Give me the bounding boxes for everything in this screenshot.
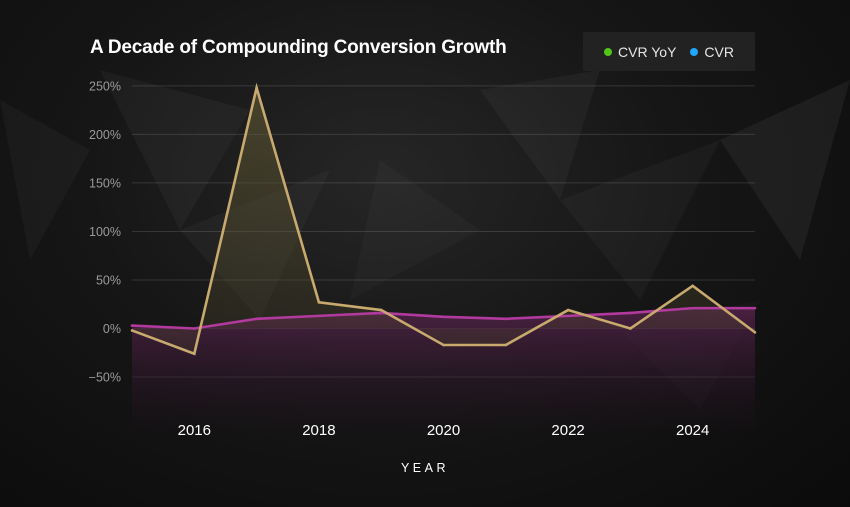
y-tick-label: 50% [96, 273, 121, 287]
legend-label: CVR [704, 43, 734, 60]
legend-item-cvr-yoy: CVR YoY [604, 44, 676, 60]
series-lines [130, 82, 757, 356]
y-tick-label: 100% [89, 225, 121, 239]
legend: CVR YoY CVR [583, 32, 755, 71]
y-tick-label: 0% [103, 322, 121, 336]
x-tick-label: 2022 [551, 422, 584, 439]
cvr-point [130, 324, 134, 327]
cvr-yoy-point [317, 300, 321, 304]
cvr-yoy-point [130, 329, 134, 332]
x-tick-label: 2020 [427, 422, 460, 439]
y-tick-label: 250% [89, 79, 121, 93]
x-axis-ticks: 2016 2018 2020 2022 2024 [178, 422, 710, 439]
cvr-yoy-point [753, 331, 757, 334]
cvr-yoy-point [255, 86, 258, 90]
area-fills [132, 87, 755, 431]
cvr-point [566, 314, 570, 318]
x-axis-label: YEAR [400, 461, 450, 475]
cvr-yoy-point [629, 327, 632, 330]
cvr-point [691, 306, 694, 310]
x-tick-label: 2016 [178, 422, 211, 439]
legend-dot-icon [604, 47, 613, 56]
y-tick-label: 150% [89, 176, 121, 190]
cvr-point [629, 311, 632, 315]
cvr-point [317, 314, 321, 318]
cvr-point [379, 311, 383, 315]
legend-label: CVR YoY [618, 43, 677, 60]
x-tick-label: 2024 [676, 422, 709, 439]
cvr-yoy-point [193, 352, 196, 356]
cvr-yoy-point [379, 308, 383, 312]
cvr-point [442, 315, 445, 319]
cvr-yoy-area [132, 87, 755, 354]
legend-dot-icon [690, 47, 699, 56]
cvr-yoy-point [442, 343, 445, 347]
y-axis-ticks: −50% 0% 50% 100% 150% 200% 250% [89, 79, 121, 384]
chart-title: A Decade of Compounding Conversion Growt… [90, 37, 507, 58]
cvr-yoy-point [691, 284, 694, 288]
y-tick-label: 200% [89, 128, 121, 142]
cvr-yoy-point [504, 343, 508, 347]
cvr-yoy-point [566, 308, 570, 312]
cvr-point [193, 327, 196, 330]
y-tick-label: −50% [89, 371, 121, 385]
legend-item-cvr: CVR [690, 44, 734, 60]
cvr-point [753, 306, 757, 310]
cvr-point [504, 317, 508, 321]
cvr-point [255, 317, 258, 321]
x-tick-label: 2018 [302, 422, 335, 439]
cvr-area [132, 308, 755, 431]
